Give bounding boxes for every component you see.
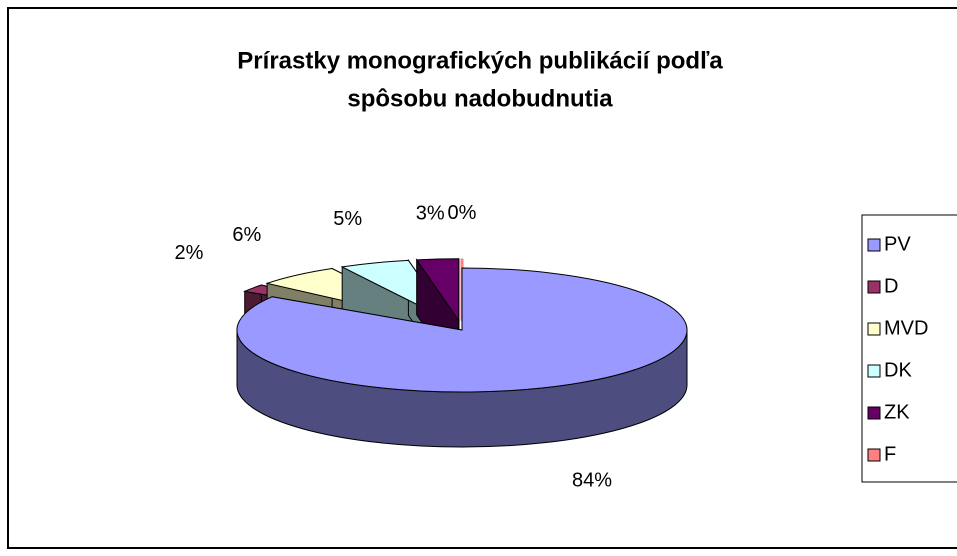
- data-label: 0%: [448, 202, 477, 224]
- slice-top: [236, 267, 688, 393]
- slice: [236, 267, 688, 448]
- data-label: 2%: [175, 242, 204, 264]
- data-label: 3%: [416, 203, 445, 225]
- legend-label: ZK: [884, 401, 910, 423]
- data-label: 5%: [333, 208, 362, 230]
- legend-swatch: [867, 322, 881, 336]
- data-label: 84%: [572, 469, 612, 491]
- legend-label: F: [884, 443, 896, 465]
- legend-label: PV: [884, 233, 911, 255]
- legend-label: D: [884, 275, 898, 297]
- slice-top: [415, 258, 460, 323]
- legend-swatch: [867, 406, 881, 420]
- legend-label: DK: [884, 359, 912, 381]
- data-label: 6%: [232, 224, 261, 246]
- legend-label: MVD: [884, 317, 928, 339]
- legend-swatch: [867, 280, 881, 294]
- chart-title: spôsobu nadobudnutia: [347, 85, 613, 112]
- legend-swatch: [867, 364, 881, 378]
- legend-swatch: [867, 448, 881, 462]
- legend-box: [861, 214, 957, 483]
- legend-swatch: [867, 238, 881, 252]
- chart-title: Prírastky monografických publikácií podľ…: [237, 47, 723, 74]
